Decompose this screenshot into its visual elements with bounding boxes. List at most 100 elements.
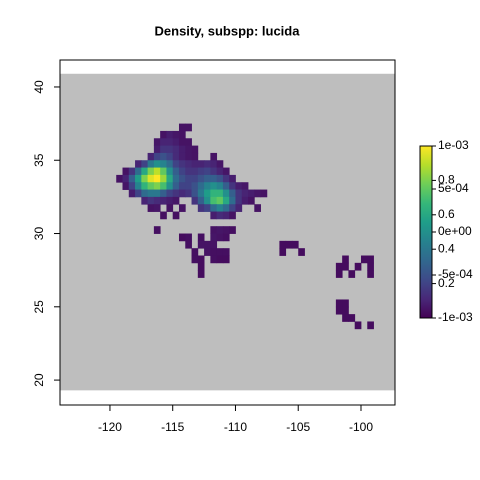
raster-cell: [342, 262, 349, 271]
raster-cell: [197, 182, 205, 190]
raster-cell: [172, 138, 180, 146]
raster-cell: [147, 174, 155, 183]
raster-cell: [160, 167, 167, 176]
raster-cell: [191, 189, 199, 198]
raster-cell: [367, 270, 374, 278]
raster-cell: [153, 174, 161, 183]
raster-cell: [229, 189, 236, 198]
raster-cell: [216, 204, 224, 212]
raster-cell: [216, 174, 224, 183]
raster-cell: [147, 167, 155, 176]
raster-cell: [141, 182, 149, 190]
raster-cell: [210, 211, 218, 220]
raster-cell: [229, 196, 236, 205]
raster-cell: [135, 189, 142, 198]
raster-cell: [216, 233, 224, 242]
raster-cell: [141, 196, 149, 205]
raster-cell: [235, 196, 243, 205]
raster-cell: [335, 299, 343, 308]
raster-cell: [160, 145, 167, 154]
raster-cell: [222, 189, 230, 198]
raster-cell: [210, 204, 218, 212]
colorbar-tick-label: 0.8: [438, 173, 455, 187]
raster-cell: [166, 152, 174, 161]
raster-cell: [197, 160, 205, 168]
raster-cell: [216, 167, 224, 176]
raster-cell: [185, 189, 192, 198]
raster-cell: [166, 174, 174, 183]
raster-cell: [348, 314, 356, 322]
x-tick-label: -115: [161, 420, 184, 434]
raster-cell: [185, 160, 192, 168]
raster-cell: [241, 196, 249, 205]
raster-cell: [122, 182, 130, 190]
raster-cell: [367, 262, 374, 271]
colorbar-tick-label: -5e-04: [438, 267, 473, 281]
raster-cell: [147, 152, 155, 161]
raster-cell: [222, 196, 230, 205]
raster-cell: [204, 182, 211, 190]
raster-cell: [191, 160, 199, 168]
raster-cell: [153, 196, 161, 205]
raster-cell: [185, 233, 192, 242]
raster-cell: [197, 270, 205, 278]
raster-cell: [216, 160, 224, 168]
raster-cell: [216, 226, 224, 234]
raster-cell: [160, 152, 167, 161]
raster-cell: [204, 160, 211, 168]
y-tick-label: 40: [32, 80, 46, 94]
raster-cell: [210, 160, 218, 168]
raster-cell: [153, 189, 161, 198]
raster-cell: [122, 167, 130, 176]
raster-cell: [222, 211, 230, 220]
raster-cell: [178, 182, 186, 190]
raster-cell: [222, 248, 230, 256]
raster-cell: [216, 211, 224, 220]
raster-cell: [153, 182, 161, 190]
raster-cell: [172, 152, 180, 161]
raster-cell: [147, 196, 155, 205]
raster-cell: [279, 240, 287, 249]
raster-cell: [204, 240, 211, 249]
raster-cell: [248, 196, 255, 205]
raster-cell: [153, 160, 161, 168]
raster-cell: [216, 196, 224, 205]
raster-cell: [216, 182, 224, 190]
raster-cell: [141, 174, 149, 183]
raster-cell: [135, 160, 142, 168]
y-tick-label: 30: [32, 227, 46, 241]
raster-cell: [210, 240, 218, 249]
raster-cell: [153, 167, 161, 176]
raster-cell: [222, 226, 230, 234]
raster-cell: [166, 160, 174, 168]
raster-cell: [197, 189, 205, 198]
raster-cell: [185, 145, 192, 154]
raster-cell: [235, 204, 243, 212]
raster-cell: [178, 130, 186, 139]
colorbar-tick-label: 0.6: [438, 207, 455, 221]
raster-cell: [178, 160, 186, 168]
raster-cell: [128, 174, 136, 183]
raster-cell: [172, 160, 180, 168]
raster-cell: [185, 174, 192, 183]
raster-cell: [178, 145, 186, 154]
raster-cell: [335, 270, 343, 278]
raster-cell: [210, 189, 218, 198]
raster-cell: [160, 189, 167, 198]
raster-cell: [178, 233, 186, 242]
raster-cell: [191, 196, 199, 205]
raster-cell: [147, 160, 155, 168]
raster-cell: [191, 182, 199, 190]
raster-cell: [166, 182, 174, 190]
raster-cell: [210, 233, 218, 242]
raster-cell: [210, 226, 218, 234]
raster-cell: [197, 204, 205, 212]
y-tick-label: 25: [32, 300, 46, 314]
raster-cell: [172, 189, 180, 198]
raster-cell: [191, 167, 199, 176]
raster-cell: [197, 196, 205, 205]
raster-cell: [279, 248, 287, 256]
raster-cell: [342, 306, 349, 315]
raster-cell: [222, 255, 230, 264]
